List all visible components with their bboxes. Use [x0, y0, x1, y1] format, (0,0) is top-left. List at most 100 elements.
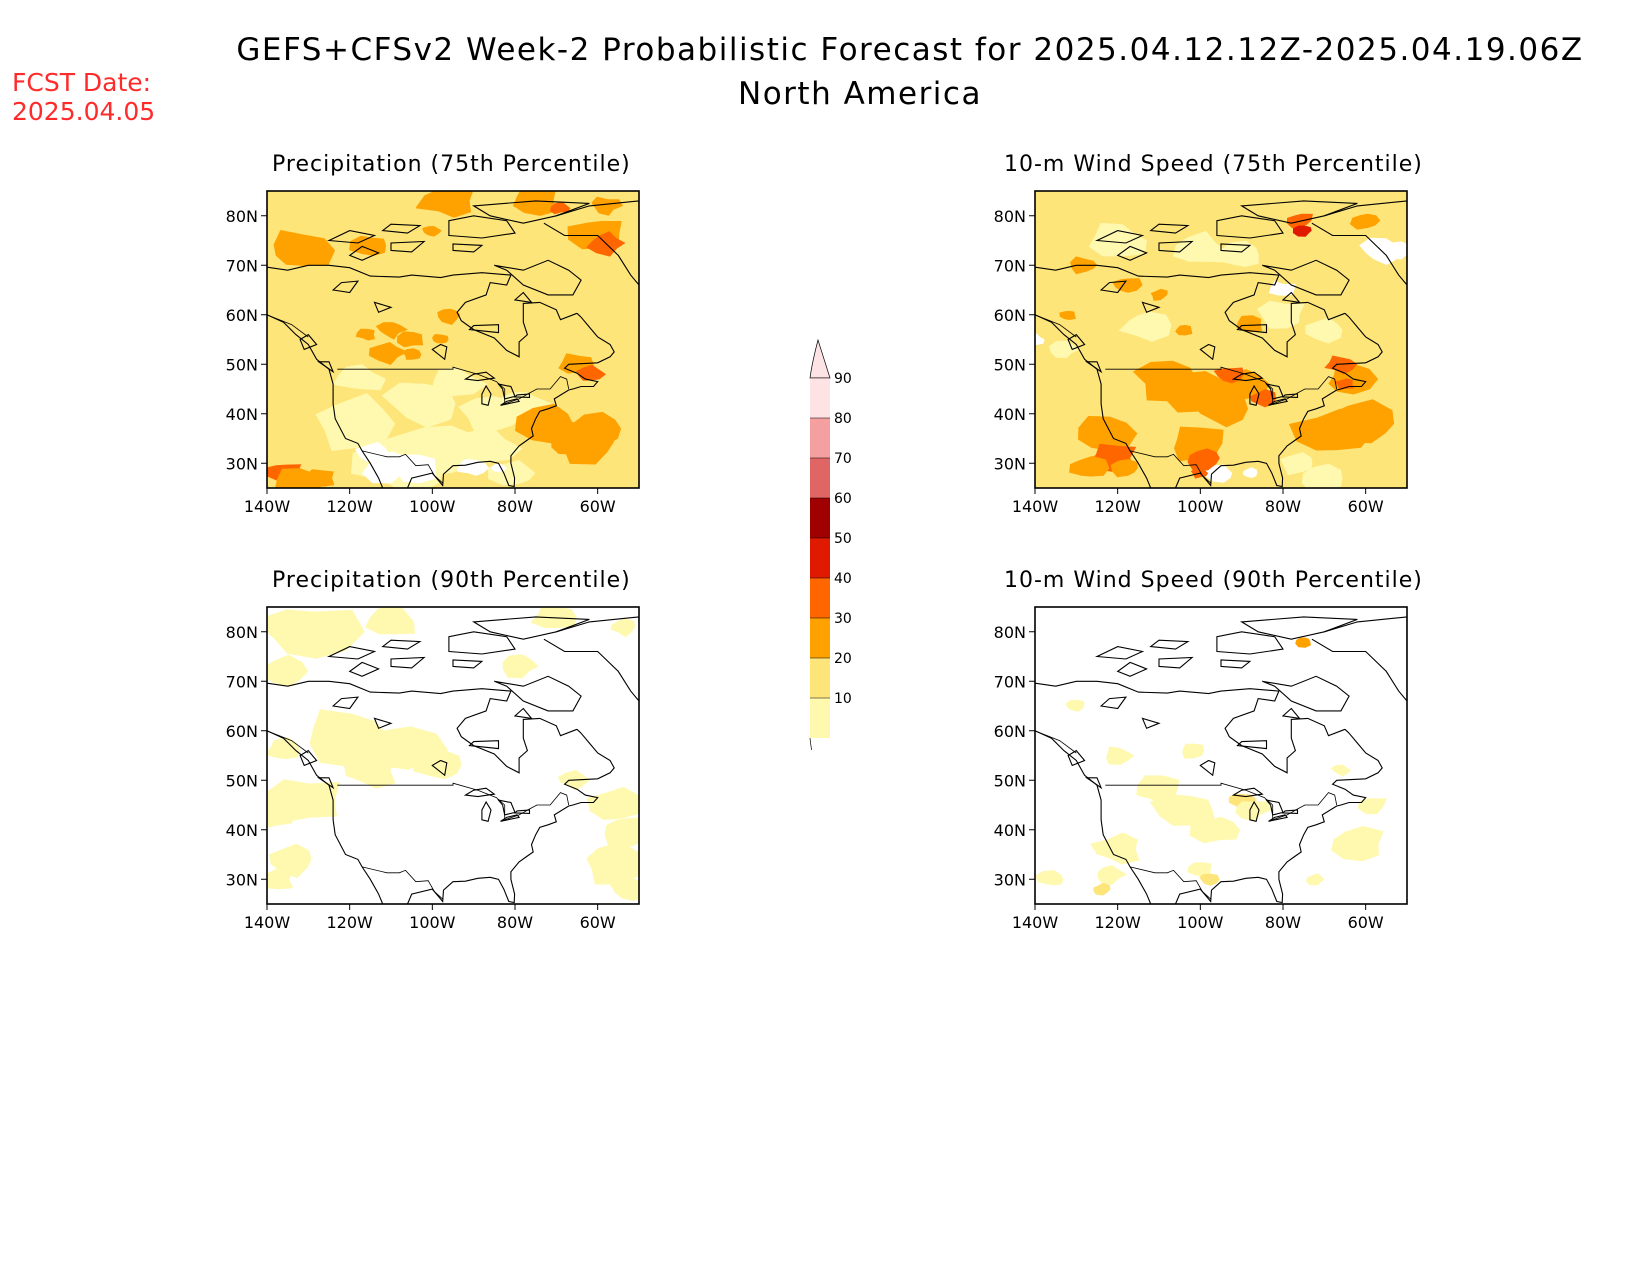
probability-region	[415, 191, 474, 218]
probability-region	[275, 468, 324, 488]
probability-region	[1269, 281, 1296, 296]
coastlines	[267, 616, 639, 904]
lon-tick-label: 120W	[1094, 497, 1141, 516]
probability-region	[267, 736, 300, 760]
colorbar-tick-label: 80	[834, 411, 852, 427]
probability-region	[349, 235, 387, 256]
lon-tick-label: 80W	[497, 497, 533, 516]
probability-region	[1305, 873, 1325, 886]
lat-tick-label: 80N	[226, 207, 258, 226]
probability-region	[1190, 466, 1209, 479]
lat-tick-label: 80N	[226, 623, 258, 642]
figure-title: GEFS+CFSv2 Week-2 Probabilistic Forecast…	[236, 32, 1584, 68]
lon-tick-label: 60W	[1348, 913, 1384, 932]
lat-tick-label: 40N	[994, 405, 1026, 424]
lat-tick-label: 30N	[226, 870, 258, 889]
lat-tick-label: 70N	[226, 256, 258, 275]
colorbar-tick-label: 20	[834, 651, 852, 667]
map-frame	[1034, 190, 1408, 489]
lon-tick-label: 100W	[1177, 497, 1224, 516]
probability-region	[1093, 882, 1111, 896]
figure-subtitle: North America	[738, 76, 982, 112]
probability-region	[1097, 865, 1128, 885]
probability-region	[1187, 862, 1212, 877]
lat-tick-label: 50N	[994, 355, 1026, 374]
probability-region	[1243, 467, 1258, 478]
probability-region	[1199, 873, 1220, 886]
probability-region	[1331, 826, 1384, 862]
colorbar-swatch	[810, 538, 830, 578]
probability-region	[1035, 870, 1064, 886]
map-wind-75: 80N 70N 60N 50N 40N 30N 140W 120W 100W 80W 60W	[994, 190, 1408, 516]
colorbar-tick-label: 40	[834, 571, 852, 587]
lat-tick-label: 80N	[994, 623, 1026, 642]
probability-region	[1149, 794, 1216, 826]
map-fill	[1035, 607, 1407, 904]
probability-region	[1292, 225, 1312, 237]
probability-region	[1326, 399, 1395, 444]
lat-tick-label: 60N	[994, 306, 1026, 325]
colorbar-swatch	[810, 578, 830, 618]
forecast-date-label: FCST Date:	[12, 68, 152, 97]
colorbar-swatch	[810, 658, 830, 698]
colorbar: 10 20 30 40 50 60 70 80 90	[809, 338, 852, 750]
lon-tick-label: 80W	[1265, 913, 1301, 932]
colorbar-tick-label: 30	[834, 611, 852, 627]
probability-region	[591, 196, 624, 216]
borders	[267, 730, 570, 900]
probability-region	[1049, 340, 1080, 359]
lon-tick-label: 140W	[244, 497, 291, 516]
lon-tick-label: 60W	[580, 913, 616, 932]
probability-region	[1358, 798, 1387, 815]
colorbar-swatch	[810, 378, 830, 418]
lat-tick-label: 50N	[226, 355, 258, 374]
probability-region	[1205, 464, 1233, 483]
colorbar-tick-label: 70	[834, 451, 852, 467]
lat-tick-label: 70N	[226, 672, 258, 691]
probability-region	[267, 868, 294, 890]
probability-region	[402, 348, 422, 360]
probability-region	[343, 753, 397, 789]
colorbar-tick-label: 10	[834, 691, 852, 707]
probability-region	[491, 463, 507, 473]
probability-region	[512, 191, 557, 216]
probability-region	[397, 331, 424, 348]
colorbar-tick-label: 50	[834, 531, 852, 547]
probability-region	[375, 322, 408, 340]
lon-tick-label: 60W	[1348, 497, 1384, 516]
probability-region	[586, 786, 639, 820]
coastlines	[1035, 616, 1407, 904]
map-frame	[266, 190, 640, 489]
lat-tick-label: 30N	[994, 454, 1026, 473]
probability-region	[1301, 463, 1343, 488]
probability-region	[1305, 317, 1343, 344]
lat-tick-label: 50N	[994, 771, 1026, 790]
lon-tick-label: 140W	[1012, 913, 1059, 932]
probability-region	[1330, 764, 1351, 777]
probability-region	[273, 230, 336, 266]
probability-region	[502, 654, 539, 679]
colorbar-swatch	[810, 418, 830, 458]
map-precip-90: 80N 70N 60N 50N 40N 30N 140W 120W 100W 80W 60W	[226, 606, 640, 932]
lon-tick-label: 140W	[244, 913, 291, 932]
probability-region	[1069, 455, 1110, 477]
probability-region	[413, 750, 462, 780]
lat-tick-label: 60N	[226, 722, 258, 741]
lon-tick-label: 100W	[409, 497, 456, 516]
probability-region	[422, 226, 442, 237]
probability-region	[1150, 288, 1168, 301]
map-fill	[267, 607, 639, 904]
probability-region	[1059, 310, 1076, 320]
probability-region	[1088, 222, 1147, 257]
probability-region	[1035, 333, 1045, 345]
lon-tick-label: 80W	[1265, 497, 1301, 516]
panel-title-precip-75: Precipitation (75th Percentile)	[272, 152, 631, 177]
probability-region	[365, 607, 415, 635]
lon-tick-label: 140W	[1012, 497, 1059, 516]
lat-tick-label: 40N	[226, 405, 258, 424]
borders	[1035, 314, 1338, 484]
colorbar-bottom-arrow	[809, 737, 812, 750]
map-wind-90: 80N 70N 60N 50N 40N 30N 140W 120W 100W 80W 60W	[994, 606, 1408, 932]
probability-region	[1090, 832, 1140, 865]
lat-tick-label: 40N	[994, 821, 1026, 840]
